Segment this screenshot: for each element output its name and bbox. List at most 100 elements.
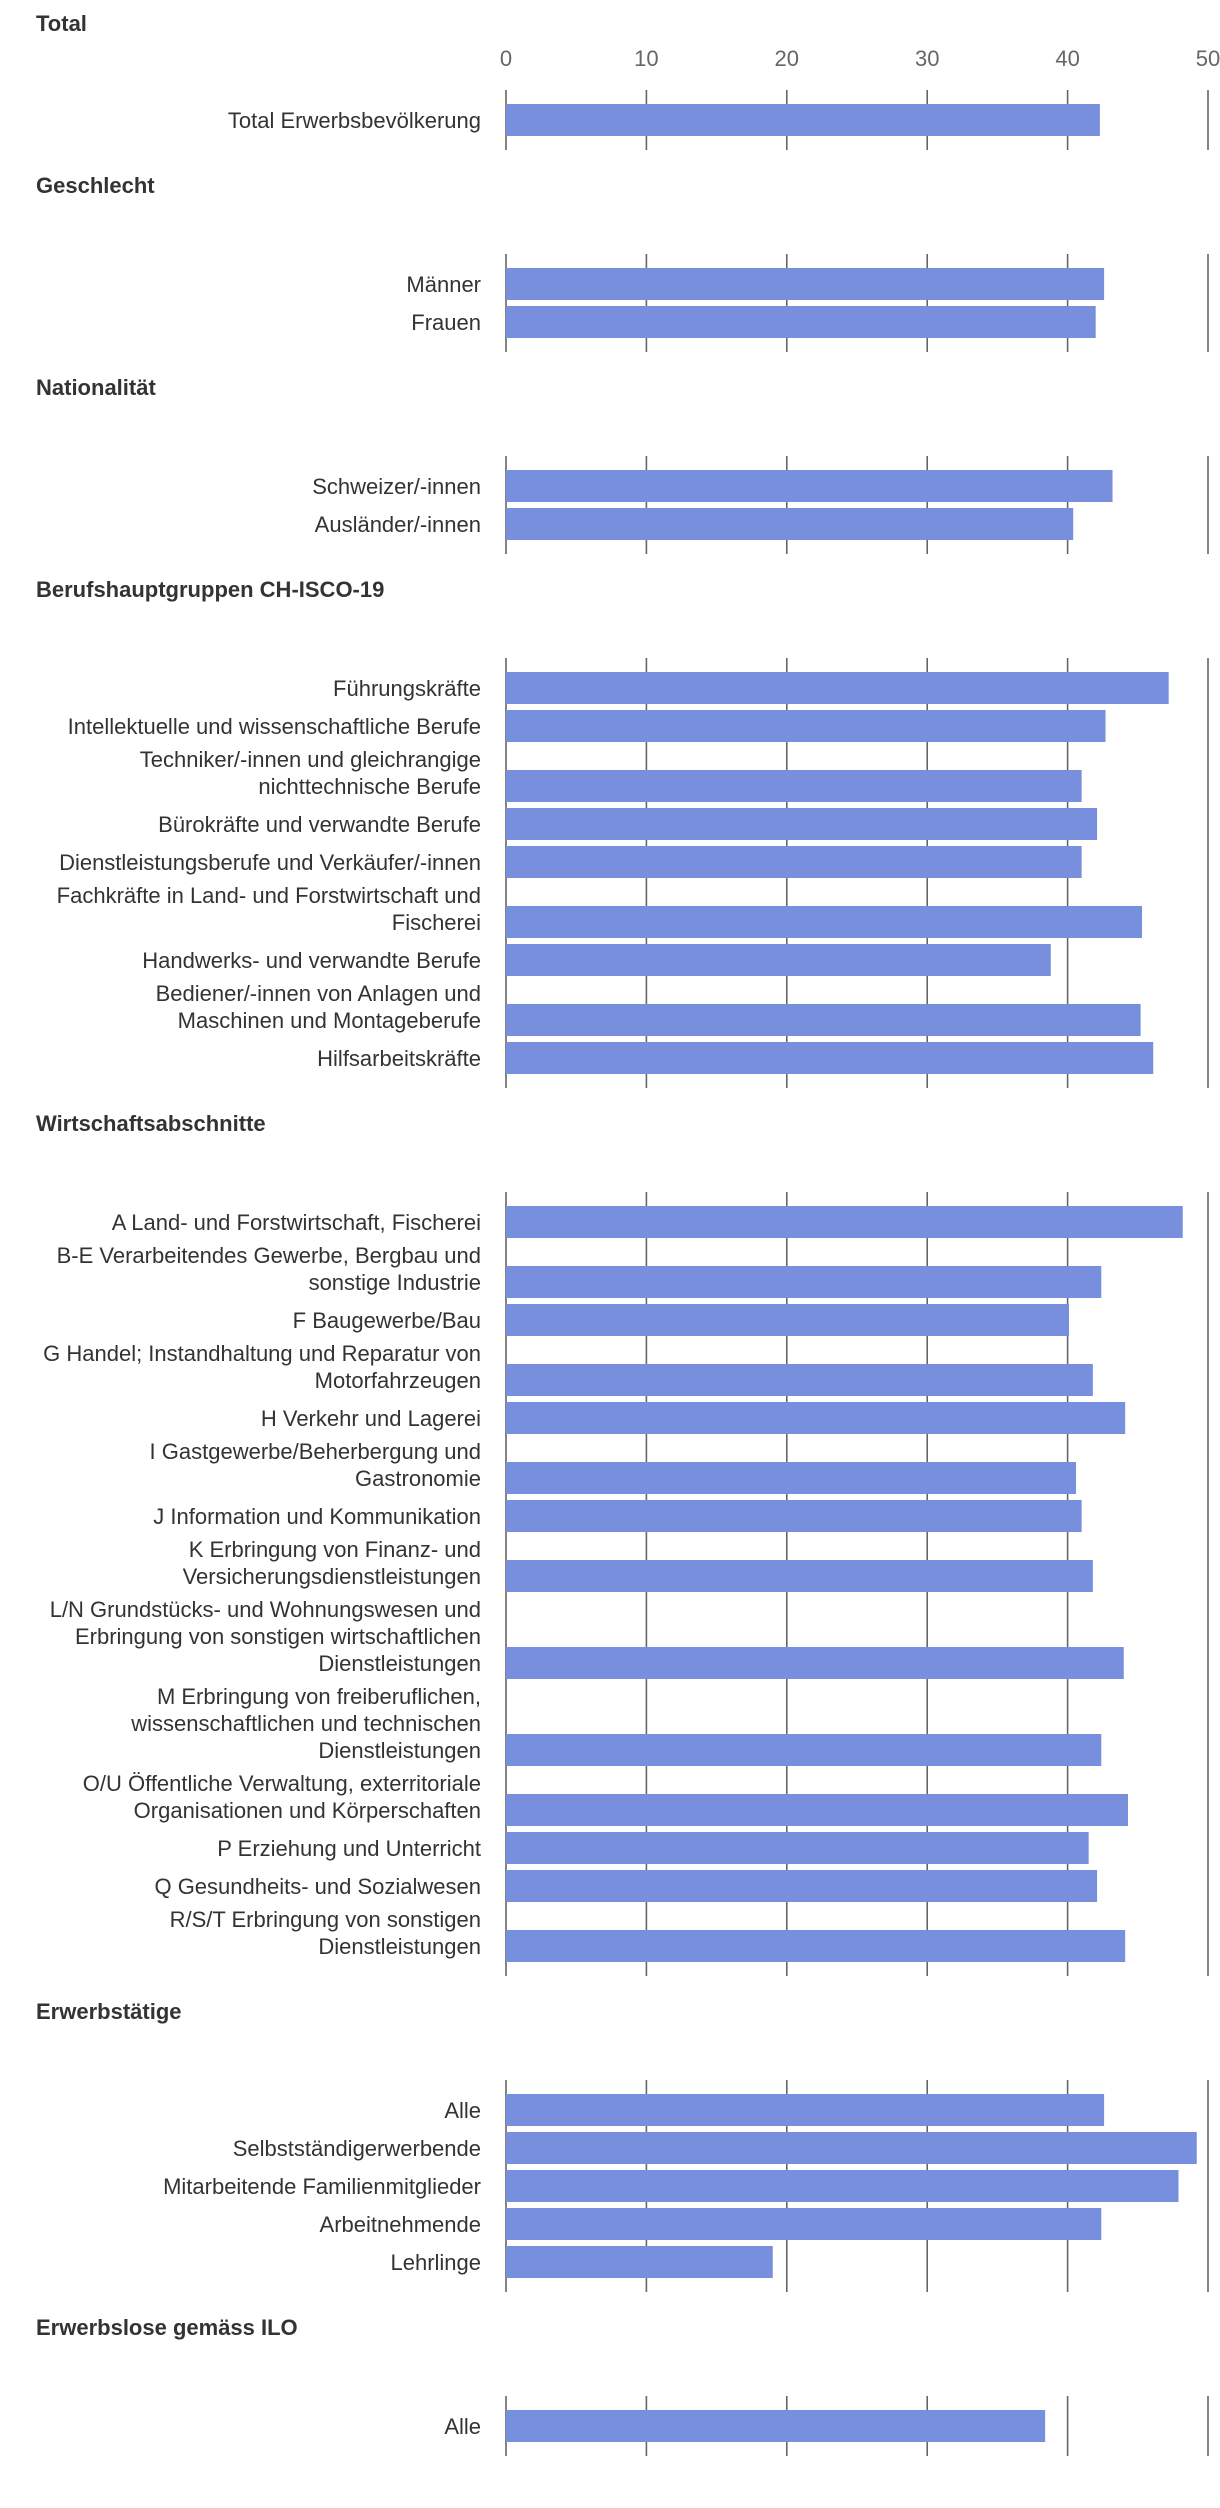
bar: [506, 2094, 1105, 2126]
category-label: Schweizer/-innen: [312, 474, 481, 499]
category-label-line: Erbringung von sonstigen wirtschaftliche…: [75, 1624, 481, 1649]
category-label: M Erbringung von freiberuflichen, wissens…: [130, 1684, 481, 1763]
category-label-line: Frauen: [411, 310, 481, 335]
bar: [506, 672, 1169, 704]
bar: [506, 1647, 1124, 1679]
bar: [506, 1930, 1126, 1962]
bar: [506, 1734, 1102, 1766]
category-label-line: wissenschaftlichen und technischen: [130, 1711, 481, 1736]
bar: [506, 944, 1051, 976]
bar: [506, 1364, 1093, 1396]
category-label-line: nichttechnische Berufe: [258, 774, 481, 799]
group-title: Total: [36, 11, 87, 36]
x-tick-label: 10: [634, 46, 658, 71]
category-label: B-E Verarbeitendes Gewerbe, Bergbau und s…: [57, 1243, 481, 1295]
category-label-line: Motorfahrzeugen: [315, 1368, 481, 1393]
bar: [506, 1266, 1102, 1298]
category-label: P Erziehung und Unterricht: [217, 1836, 481, 1861]
bar: [506, 2246, 773, 2278]
category-label: F Baugewerbe/Bau: [293, 1308, 481, 1333]
category-label: L/N Grundstücks- und Wohnungswesen und Er…: [50, 1597, 481, 1676]
x-tick-label: 30: [915, 46, 939, 71]
category-label: G Handel; Instandhaltung und Reparatur v…: [43, 1341, 481, 1393]
bar: [506, 1402, 1126, 1434]
bar: [506, 770, 1082, 802]
category-label-line: H Verkehr und Lagerei: [261, 1406, 481, 1431]
group-title: Nationalität: [36, 375, 156, 400]
category-label-line: Maschinen und Montageberufe: [178, 1008, 481, 1033]
category-label: H Verkehr und Lagerei: [261, 1406, 481, 1431]
category-label-line: Mitarbeitende Familienmitglieder: [163, 2174, 481, 2199]
category-label: I Gastgewerbe/Beherbergung und Gastronomi…: [150, 1439, 481, 1491]
category-label-line: Arbeitnehmende: [320, 2212, 481, 2237]
category-label-line: Fachkräfte in Land- und Forstwirtschaft …: [57, 883, 481, 908]
bar: [506, 508, 1074, 540]
category-label-line: O/U Öffentliche Verwaltung, exterritoria…: [83, 1771, 481, 1796]
bar: [506, 2410, 1046, 2442]
category-label-line: Ausländer/-innen: [315, 512, 481, 537]
category-label-line: Gastronomie: [355, 1466, 481, 1491]
group-title: Berufshauptgruppen CH-ISCO-19: [36, 577, 384, 602]
category-label-line: sonstige Industrie: [309, 1270, 481, 1295]
category-label-line: Bürokräfte und verwandte Berufe: [158, 812, 481, 837]
bar: [506, 306, 1096, 338]
category-label-line: Dienstleistungen: [318, 1738, 481, 1763]
category-label: Führungskräfte: [333, 676, 481, 701]
category-label: Ausländer/-innen: [315, 512, 481, 537]
category-label-line: Total Erwerbsbevölkerung: [228, 108, 481, 133]
x-tick-label: 40: [1055, 46, 1079, 71]
group-title: Erwerbstätige: [36, 1999, 182, 2024]
category-label: Total Erwerbsbevölkerung: [228, 108, 481, 133]
category-label: Arbeitnehmende: [320, 2212, 481, 2237]
bar: [506, 808, 1098, 840]
category-label-line: G Handel; Instandhaltung und Reparatur v…: [43, 1341, 481, 1366]
category-label: Hilfsarbeitskräfte: [317, 1046, 481, 1071]
bar: [506, 906, 1143, 938]
bar: [506, 2132, 1197, 2164]
category-label: K Erbringung von Finanz- und Versicherung…: [183, 1537, 481, 1589]
category-label-line: Handwerks- und verwandte Berufe: [142, 948, 481, 973]
category-label: Alle: [444, 2098, 481, 2123]
category-label: Dienstleistungsberufe und Verkäufer/-inn…: [59, 850, 481, 875]
bar: [506, 710, 1106, 742]
category-label: Frauen: [411, 310, 481, 335]
bar: [506, 2208, 1102, 2240]
category-label: Bürokräfte und verwandte Berufe: [158, 812, 481, 837]
bar: [506, 1004, 1141, 1036]
category-label-line: Versicherungsdienstleistungen: [183, 1564, 481, 1589]
bar: [506, 1042, 1154, 1074]
category-label: Alle: [444, 2414, 481, 2439]
category-label: Lehrlinge: [390, 2250, 481, 2275]
category-label: Männer: [406, 272, 481, 297]
category-label-line: M Erbringung von freiberuflichen,: [157, 1684, 481, 1709]
category-label-line: Bediener/-innen von Anlagen und: [156, 981, 481, 1006]
category-label: Q Gesundheits- und Sozialwesen: [154, 1874, 481, 1899]
category-label: Bediener/-innen von Anlagen und Maschinen…: [156, 981, 481, 1033]
category-label: Techniker/-innen und gleichrangige nichtt…: [140, 747, 481, 799]
bar: [506, 2170, 1179, 2202]
category-label: A Land- und Forstwirtschaft, Fischerei: [112, 1210, 481, 1235]
category-label: Fachkräfte in Land- und Forstwirtschaft …: [57, 883, 481, 935]
category-label-line: Dienstleistungsberufe und Verkäufer/-inn…: [59, 850, 481, 875]
category-label-line: I Gastgewerbe/Beherbergung und: [150, 1439, 481, 1464]
category-label-line: Alle: [444, 2414, 481, 2439]
bar: [506, 104, 1100, 136]
category-label-line: F Baugewerbe/Bau: [293, 1308, 481, 1333]
category-label-line: Dienstleistungen: [318, 1934, 481, 1959]
category-label-line: Schweizer/-innen: [312, 474, 481, 499]
x-tick-label: 0: [500, 46, 512, 71]
bar: [506, 1206, 1183, 1238]
category-label-line: Alle: [444, 2098, 481, 2123]
category-label-line: J Information und Kommunikation: [153, 1504, 481, 1529]
bar: [506, 1794, 1128, 1826]
category-label: Intellektuelle und wissenschaftliche Ber…: [68, 714, 481, 739]
category-label-line: Intellektuelle und wissenschaftliche Ber…: [68, 714, 481, 739]
category-label: J Information und Kommunikation: [153, 1504, 481, 1529]
category-label-line: P Erziehung und Unterricht: [217, 1836, 481, 1861]
group-title: Wirtschaftsabschnitte: [36, 1111, 266, 1136]
category-label-line: Führungskräfte: [333, 676, 481, 701]
category-label-line: Selbstständigerwerbende: [233, 2136, 481, 2161]
category-label: Selbstständigerwerbende: [233, 2136, 481, 2161]
group-title: Geschlecht: [36, 173, 155, 198]
